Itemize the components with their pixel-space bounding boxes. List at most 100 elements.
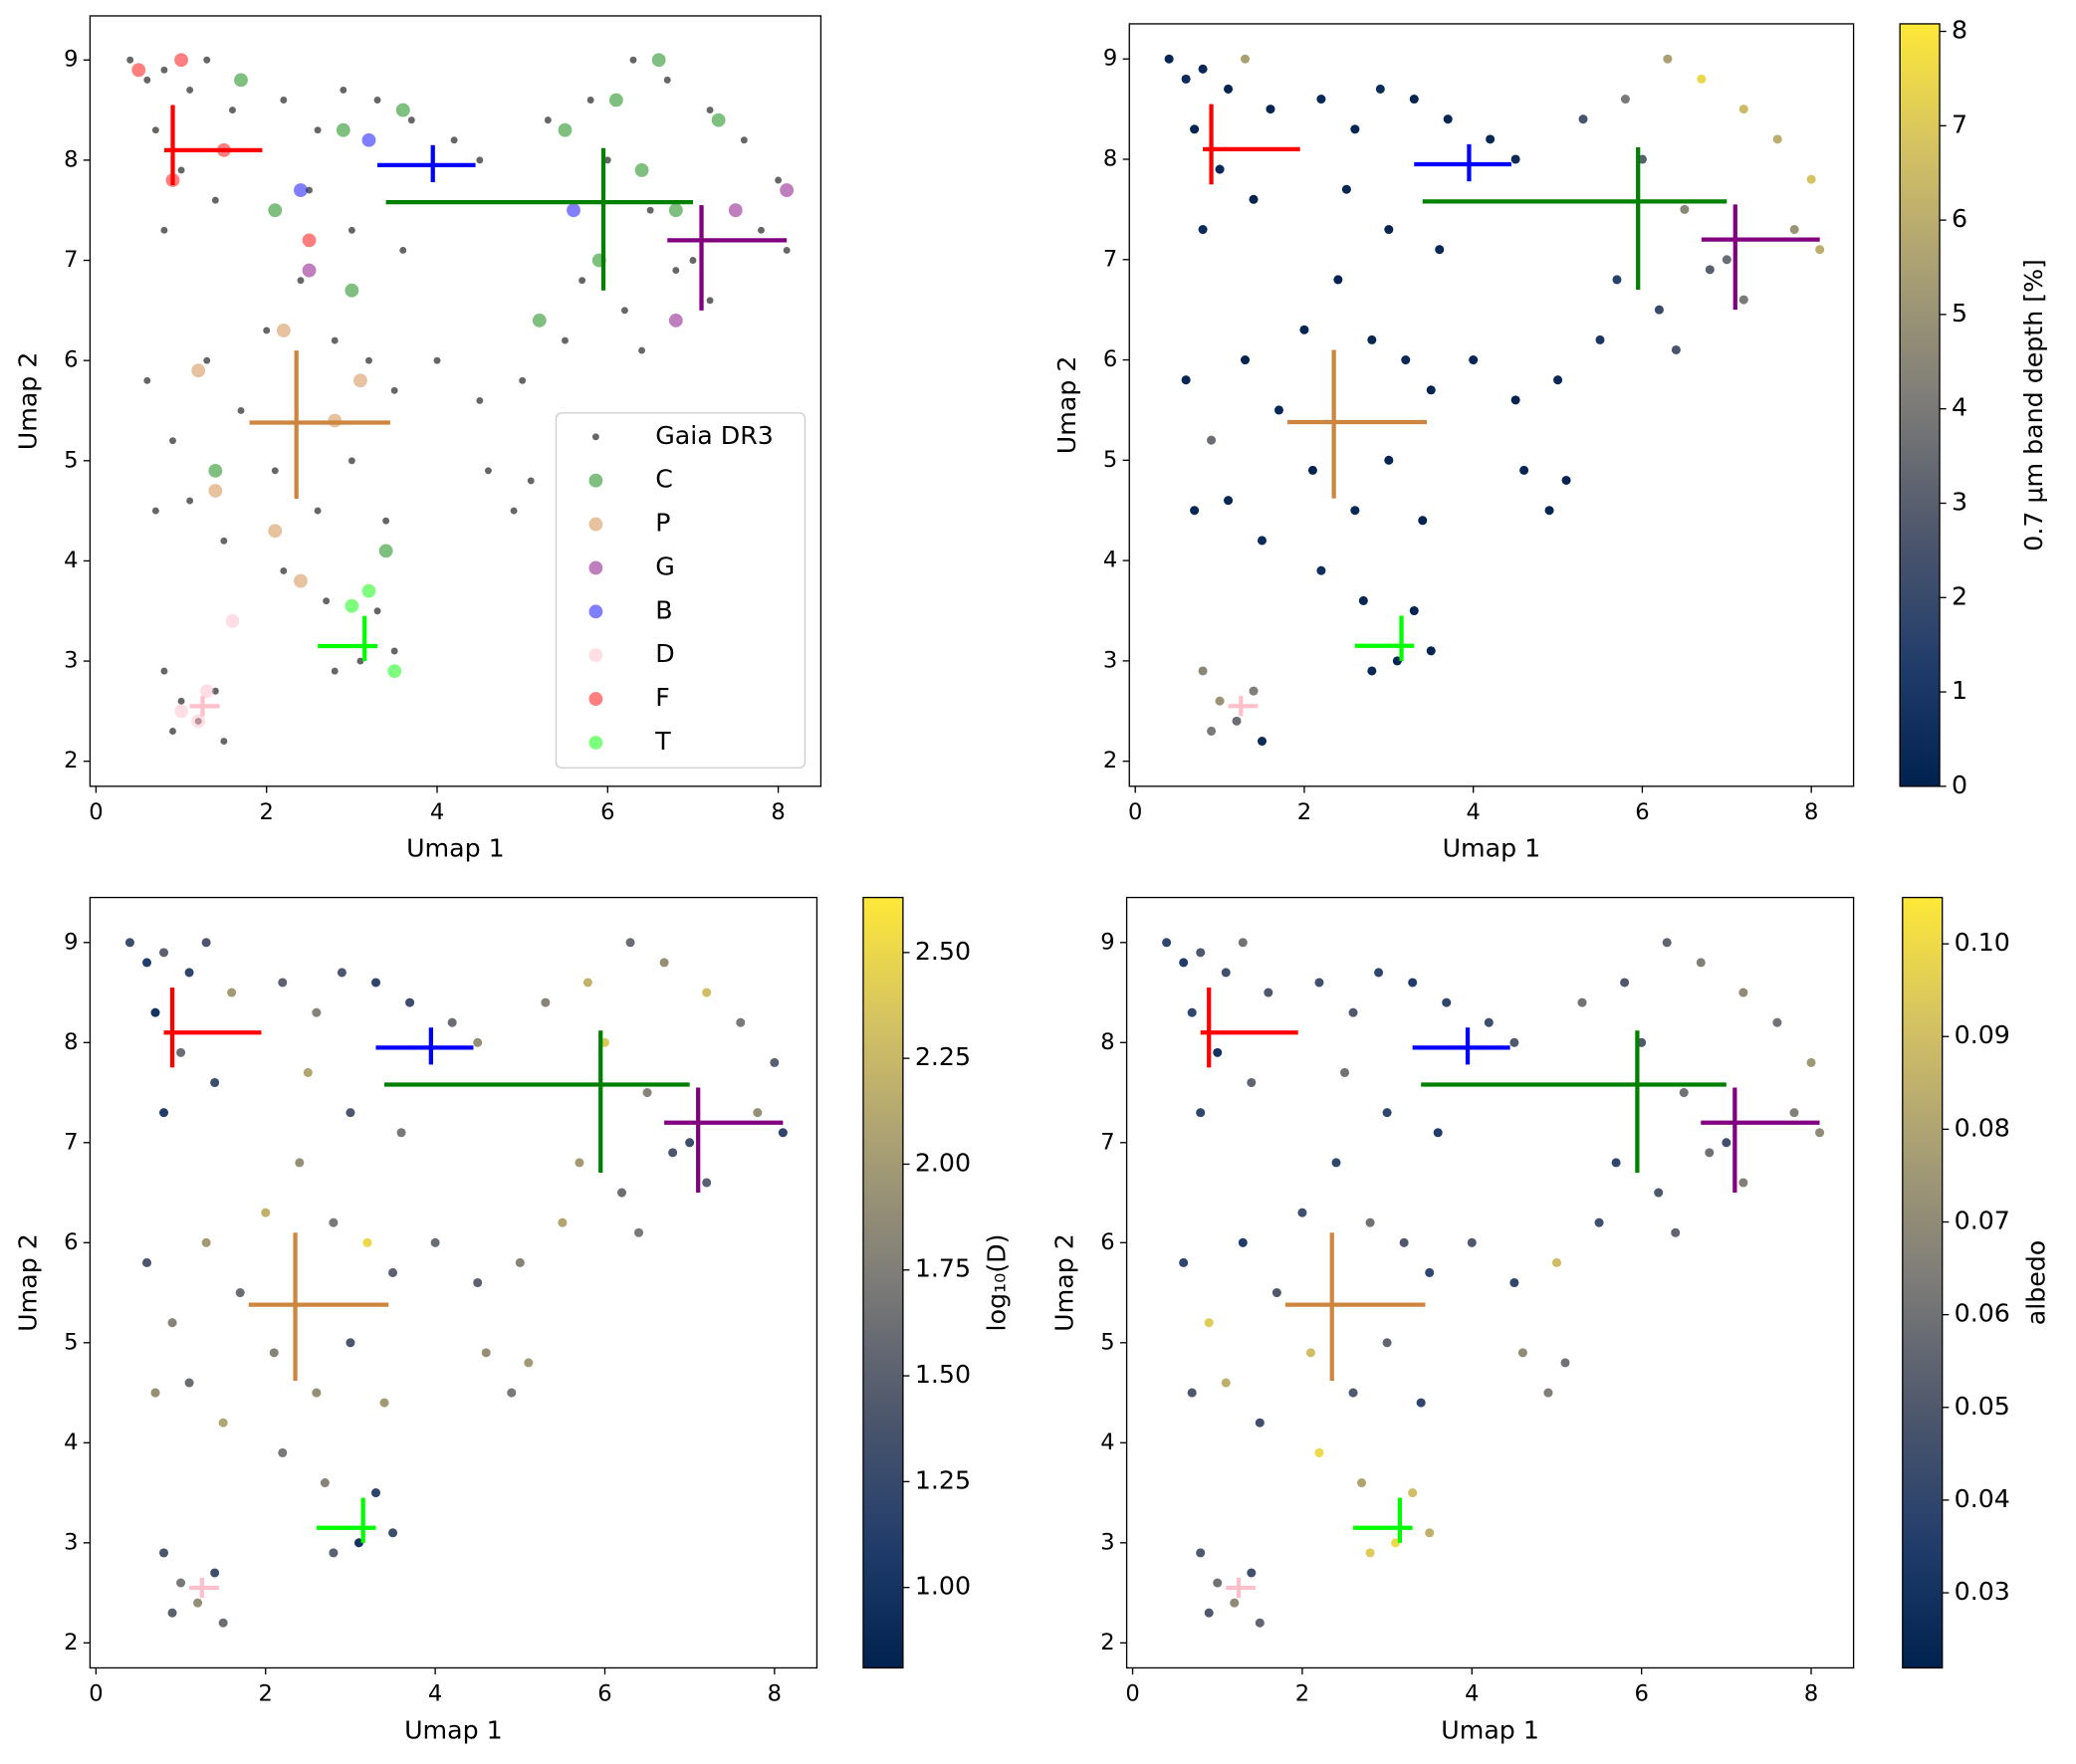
point [1187, 1388, 1197, 1398]
point [1671, 344, 1681, 354]
point [160, 66, 168, 74]
point [294, 183, 308, 197]
x-axis-label: Umap 1 [1441, 1715, 1539, 1744]
point [169, 728, 176, 735]
point [331, 336, 339, 344]
point [1789, 225, 1799, 235]
point [1578, 114, 1588, 124]
point [225, 613, 240, 628]
point [1382, 1108, 1392, 1118]
y-tick-label: 7 [64, 247, 78, 273]
legend-marker [588, 604, 603, 619]
point [1789, 1108, 1799, 1118]
x-tick-label: 2 [1297, 799, 1311, 825]
point [1509, 1037, 1519, 1047]
x-tick-label: 6 [597, 1681, 611, 1707]
point [356, 657, 364, 665]
x-tick-label: 0 [89, 799, 103, 825]
colorbar-tick-label: 0 [1952, 771, 1967, 799]
point [1204, 1318, 1214, 1328]
point [1164, 54, 1174, 64]
point [706, 107, 714, 114]
plot-area [1164, 54, 1825, 747]
point [1806, 174, 1816, 184]
point [728, 203, 743, 218]
colorbar-tick-label: 2.00 [915, 1148, 971, 1177]
y-tick-label: 2 [1103, 748, 1117, 773]
point [778, 1128, 788, 1138]
point [1426, 646, 1436, 656]
point [184, 1378, 194, 1388]
point [336, 122, 350, 137]
point [578, 277, 586, 285]
point [314, 126, 322, 134]
point [323, 597, 331, 605]
point [361, 583, 376, 598]
point [473, 1277, 483, 1288]
point [1772, 134, 1782, 144]
point [167, 1608, 177, 1618]
point [1561, 475, 1571, 486]
point [1662, 938, 1672, 948]
point [169, 437, 176, 445]
point [780, 183, 795, 197]
point [347, 226, 355, 234]
point [1207, 435, 1217, 445]
point [337, 968, 346, 978]
point [532, 313, 547, 328]
point [1307, 465, 1317, 475]
point [1333, 275, 1343, 285]
point [1196, 948, 1206, 958]
point [320, 1477, 330, 1488]
point [476, 156, 484, 164]
point [373, 607, 381, 615]
point [1738, 1178, 1748, 1188]
point [527, 477, 535, 485]
point [218, 1418, 228, 1428]
point [1654, 1188, 1664, 1198]
point [150, 1388, 160, 1398]
point [271, 467, 279, 475]
x-axis-label: Umap 1 [1443, 834, 1541, 863]
point [1241, 355, 1251, 365]
point [775, 176, 783, 184]
point [184, 968, 194, 978]
point [634, 1227, 644, 1237]
point [1443, 114, 1453, 124]
point [524, 1358, 534, 1368]
point [208, 463, 223, 478]
x-axis-label: Umap 1 [406, 834, 505, 863]
point [199, 684, 214, 699]
point [174, 704, 188, 719]
x-tick-label: 6 [600, 799, 614, 825]
point [1425, 1267, 1435, 1277]
point [329, 1548, 339, 1558]
colorbar-tick-label: 1 [1952, 676, 1967, 705]
point [519, 376, 527, 384]
point [450, 136, 458, 144]
colorbar-label: log₁₀(D) [983, 1234, 1012, 1332]
point [191, 363, 206, 378]
point [1357, 1477, 1367, 1488]
point [582, 978, 592, 988]
point [261, 1208, 271, 1217]
point [651, 53, 666, 68]
colorbar-tick-label: 0.04 [1955, 1484, 2010, 1513]
point [329, 1217, 339, 1227]
point [126, 56, 134, 64]
point [1230, 1598, 1240, 1608]
point [1316, 95, 1326, 105]
y-tick-label: 6 [1100, 1229, 1114, 1255]
y-axis-label: Umap 2 [1049, 1233, 1078, 1332]
point [1611, 1158, 1621, 1168]
point [346, 1108, 355, 1118]
point [668, 313, 683, 328]
point [191, 714, 206, 729]
point [303, 1067, 313, 1077]
x-tick-label: 2 [260, 799, 274, 825]
y-axis-label: Umap 2 [13, 352, 42, 451]
point [1365, 1548, 1375, 1558]
point [1612, 275, 1622, 285]
point [1416, 1398, 1426, 1408]
point [433, 356, 441, 364]
